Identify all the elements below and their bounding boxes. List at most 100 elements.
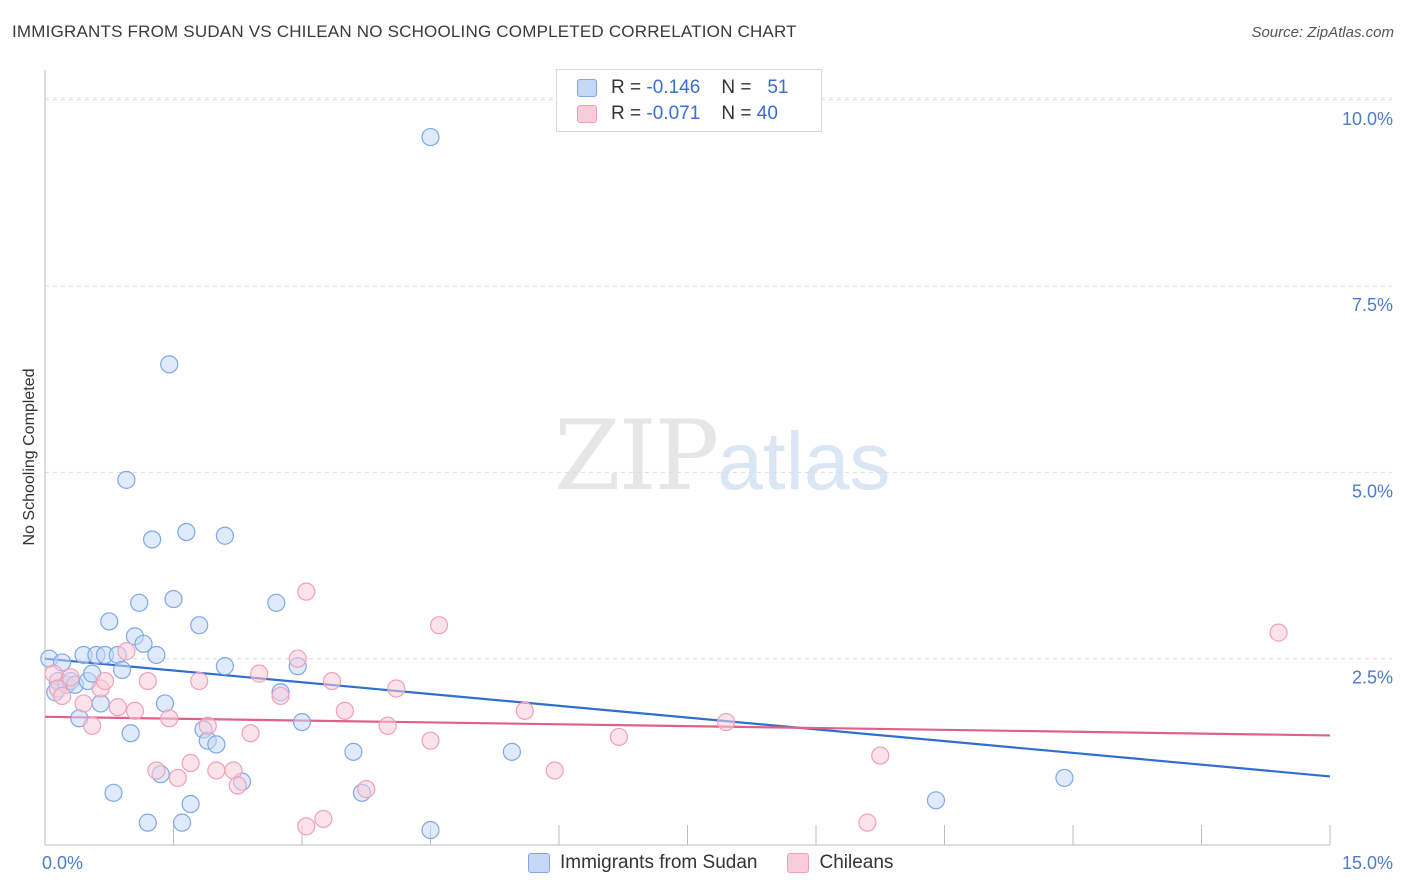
point-chileans xyxy=(241,724,260,743)
point-sudan xyxy=(112,660,132,679)
point-sudan xyxy=(147,645,166,665)
legend-n-value-chileans: 40 xyxy=(756,103,778,124)
point-chileans xyxy=(297,582,316,601)
point-chileans xyxy=(271,686,290,706)
point-sudan xyxy=(926,791,946,810)
point-sudan xyxy=(344,742,363,761)
chart-source: Source: ZipAtlas.com xyxy=(1251,24,1394,41)
point-sudan xyxy=(207,735,226,754)
legend-r-value-sudan: -0.146 xyxy=(646,77,701,98)
zipatlas-watermark: ZIPatlas xyxy=(554,400,890,512)
point-chileans xyxy=(138,671,157,691)
point-chileans xyxy=(387,679,406,698)
point-chileans xyxy=(53,686,72,706)
point-chileans xyxy=(224,761,243,780)
point-chileans xyxy=(1269,623,1288,642)
point-sudan xyxy=(134,634,153,653)
point-sudan xyxy=(117,470,136,489)
legend-swatch-sudan xyxy=(577,79,597,97)
point-sudan xyxy=(172,813,192,832)
point-sudan xyxy=(138,813,157,832)
point-sudan xyxy=(181,794,200,814)
y-tick-label: 10.0% xyxy=(1342,109,1393,129)
series-name-sudan: Immigrants from Sudan xyxy=(560,852,758,873)
point-chileans xyxy=(190,671,209,691)
trend-lines xyxy=(44,657,1331,778)
stats-legend: R = -0.146 N = 51 R = -0.071 N = 40 xyxy=(556,69,822,132)
y-tick-label: 7.5% xyxy=(1352,295,1393,315)
point-sudan xyxy=(121,724,140,743)
point-chileans xyxy=(147,761,166,780)
point-sudan xyxy=(215,657,234,676)
y-tick-label: 5.0% xyxy=(1352,481,1393,501)
point-chileans xyxy=(44,664,63,683)
point-chileans xyxy=(207,761,226,780)
point-chileans xyxy=(117,642,136,661)
point-chileans xyxy=(716,712,736,732)
trend-line-sudan xyxy=(44,657,1331,778)
data-points xyxy=(40,127,1288,840)
point-sudan xyxy=(100,612,119,631)
point-chileans xyxy=(858,813,877,832)
point-chileans xyxy=(83,716,102,735)
watermark-atlas: atlas xyxy=(717,416,891,507)
series-legend-sudan: Immigrants from Sudan xyxy=(528,852,757,874)
point-chileans xyxy=(421,731,440,750)
point-sudan xyxy=(1055,768,1074,788)
axes xyxy=(44,70,1331,846)
y-tick-label: 2.5% xyxy=(1352,668,1393,688)
point-sudan xyxy=(177,522,196,542)
legend-r-value-chileans: -0.071 xyxy=(646,103,701,124)
point-chileans xyxy=(74,694,93,713)
x-tick-label-min: 0.0% xyxy=(42,853,83,873)
point-chileans xyxy=(198,716,217,735)
grid-lines xyxy=(45,97,1392,660)
series-legend: Immigrants from Sudan Chileans xyxy=(528,852,923,874)
point-sudan xyxy=(130,593,149,612)
trend-line-chileans xyxy=(44,715,1331,737)
legend-r-label: R = xyxy=(611,77,642,98)
point-chileans xyxy=(357,780,376,799)
point-chileans xyxy=(297,817,316,836)
point-chileans xyxy=(168,768,187,788)
point-sudan xyxy=(421,127,440,147)
legend-row-chileans: R = -0.071 N = 40 xyxy=(577,102,778,126)
point-chileans xyxy=(609,727,629,747)
point-chileans xyxy=(108,698,127,717)
legend-r-label: R = xyxy=(611,103,642,124)
point-sudan xyxy=(164,589,183,609)
point-sudan xyxy=(421,820,440,840)
point-sudan xyxy=(190,616,209,635)
series-swatch-chileans xyxy=(787,853,810,873)
series-legend-chileans: Chileans xyxy=(787,852,893,874)
point-sudan xyxy=(502,742,521,761)
watermark-zip: ZIP xyxy=(554,400,719,512)
point-sudan xyxy=(292,712,312,732)
point-chileans xyxy=(181,753,200,773)
chart-title: IMMIGRANTS FROM SUDAN VS CHILEAN NO SCHO… xyxy=(12,22,797,41)
point-sudan xyxy=(215,526,234,545)
point-sudan xyxy=(104,783,123,802)
point-chileans xyxy=(160,709,179,728)
point-chileans xyxy=(378,716,397,735)
legend-swatch-chileans xyxy=(577,105,597,123)
series-name-chileans: Chileans xyxy=(819,852,894,873)
point-chileans xyxy=(95,671,115,691)
point-sudan xyxy=(142,530,162,549)
series-swatch-sudan xyxy=(528,853,550,873)
point-chileans xyxy=(335,701,354,720)
point-chileans xyxy=(871,746,890,765)
point-chileans xyxy=(250,664,269,683)
point-sudan xyxy=(155,694,175,713)
point-sudan xyxy=(160,355,179,374)
point-sudan xyxy=(267,593,286,612)
legend-n-value-sudan: 51 xyxy=(767,77,789,98)
point-chileans xyxy=(314,809,333,829)
point-chileans xyxy=(288,649,307,668)
legend-row-sudan: R = -0.146 N = 51 xyxy=(577,76,788,100)
point-chileans xyxy=(429,616,449,635)
x-tick-label-max: 15.0% xyxy=(1342,853,1393,873)
legend-n-label: N = xyxy=(721,77,752,98)
point-chileans xyxy=(61,668,80,687)
